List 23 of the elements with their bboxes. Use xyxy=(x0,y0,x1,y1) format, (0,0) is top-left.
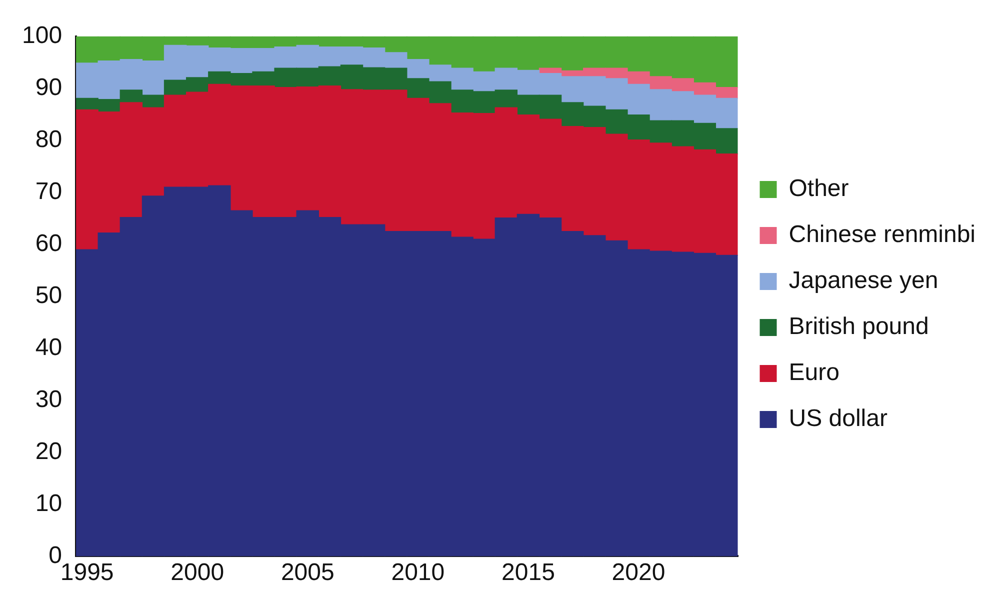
legend-label: Japanese yen xyxy=(788,267,938,294)
y-tick-label: 100 xyxy=(22,22,62,50)
y-tick-label: 60 xyxy=(35,230,62,257)
y-tick-label: 30 xyxy=(35,386,62,413)
legend-label: British pound xyxy=(788,313,929,340)
x-tick-label: 1995 xyxy=(60,559,114,586)
legend-label: Chinese renminbi xyxy=(788,221,976,248)
x-tick-label: 2020 xyxy=(612,559,666,586)
y-tick-label: 20 xyxy=(35,438,62,465)
y-tick-label: 80 xyxy=(35,126,62,153)
x-tick-label: 2000 xyxy=(170,559,224,586)
y-tick-label: 50 xyxy=(35,282,62,309)
y-tick-label: 70 xyxy=(35,178,62,205)
legend-label: Other xyxy=(788,175,849,202)
x-tick-label: 2015 xyxy=(502,559,555,586)
y-tick-label: 0 xyxy=(48,542,62,569)
legend-label: US dollar xyxy=(788,405,888,432)
x-tick-label: 2010 xyxy=(391,559,445,586)
x-tick-label: 2005 xyxy=(280,559,334,586)
legend-label: Euro xyxy=(788,359,840,386)
y-tick-label: 40 xyxy=(35,334,62,361)
y-tick-label: 10 xyxy=(35,490,62,517)
y-tick-label: 90 xyxy=(35,74,62,102)
